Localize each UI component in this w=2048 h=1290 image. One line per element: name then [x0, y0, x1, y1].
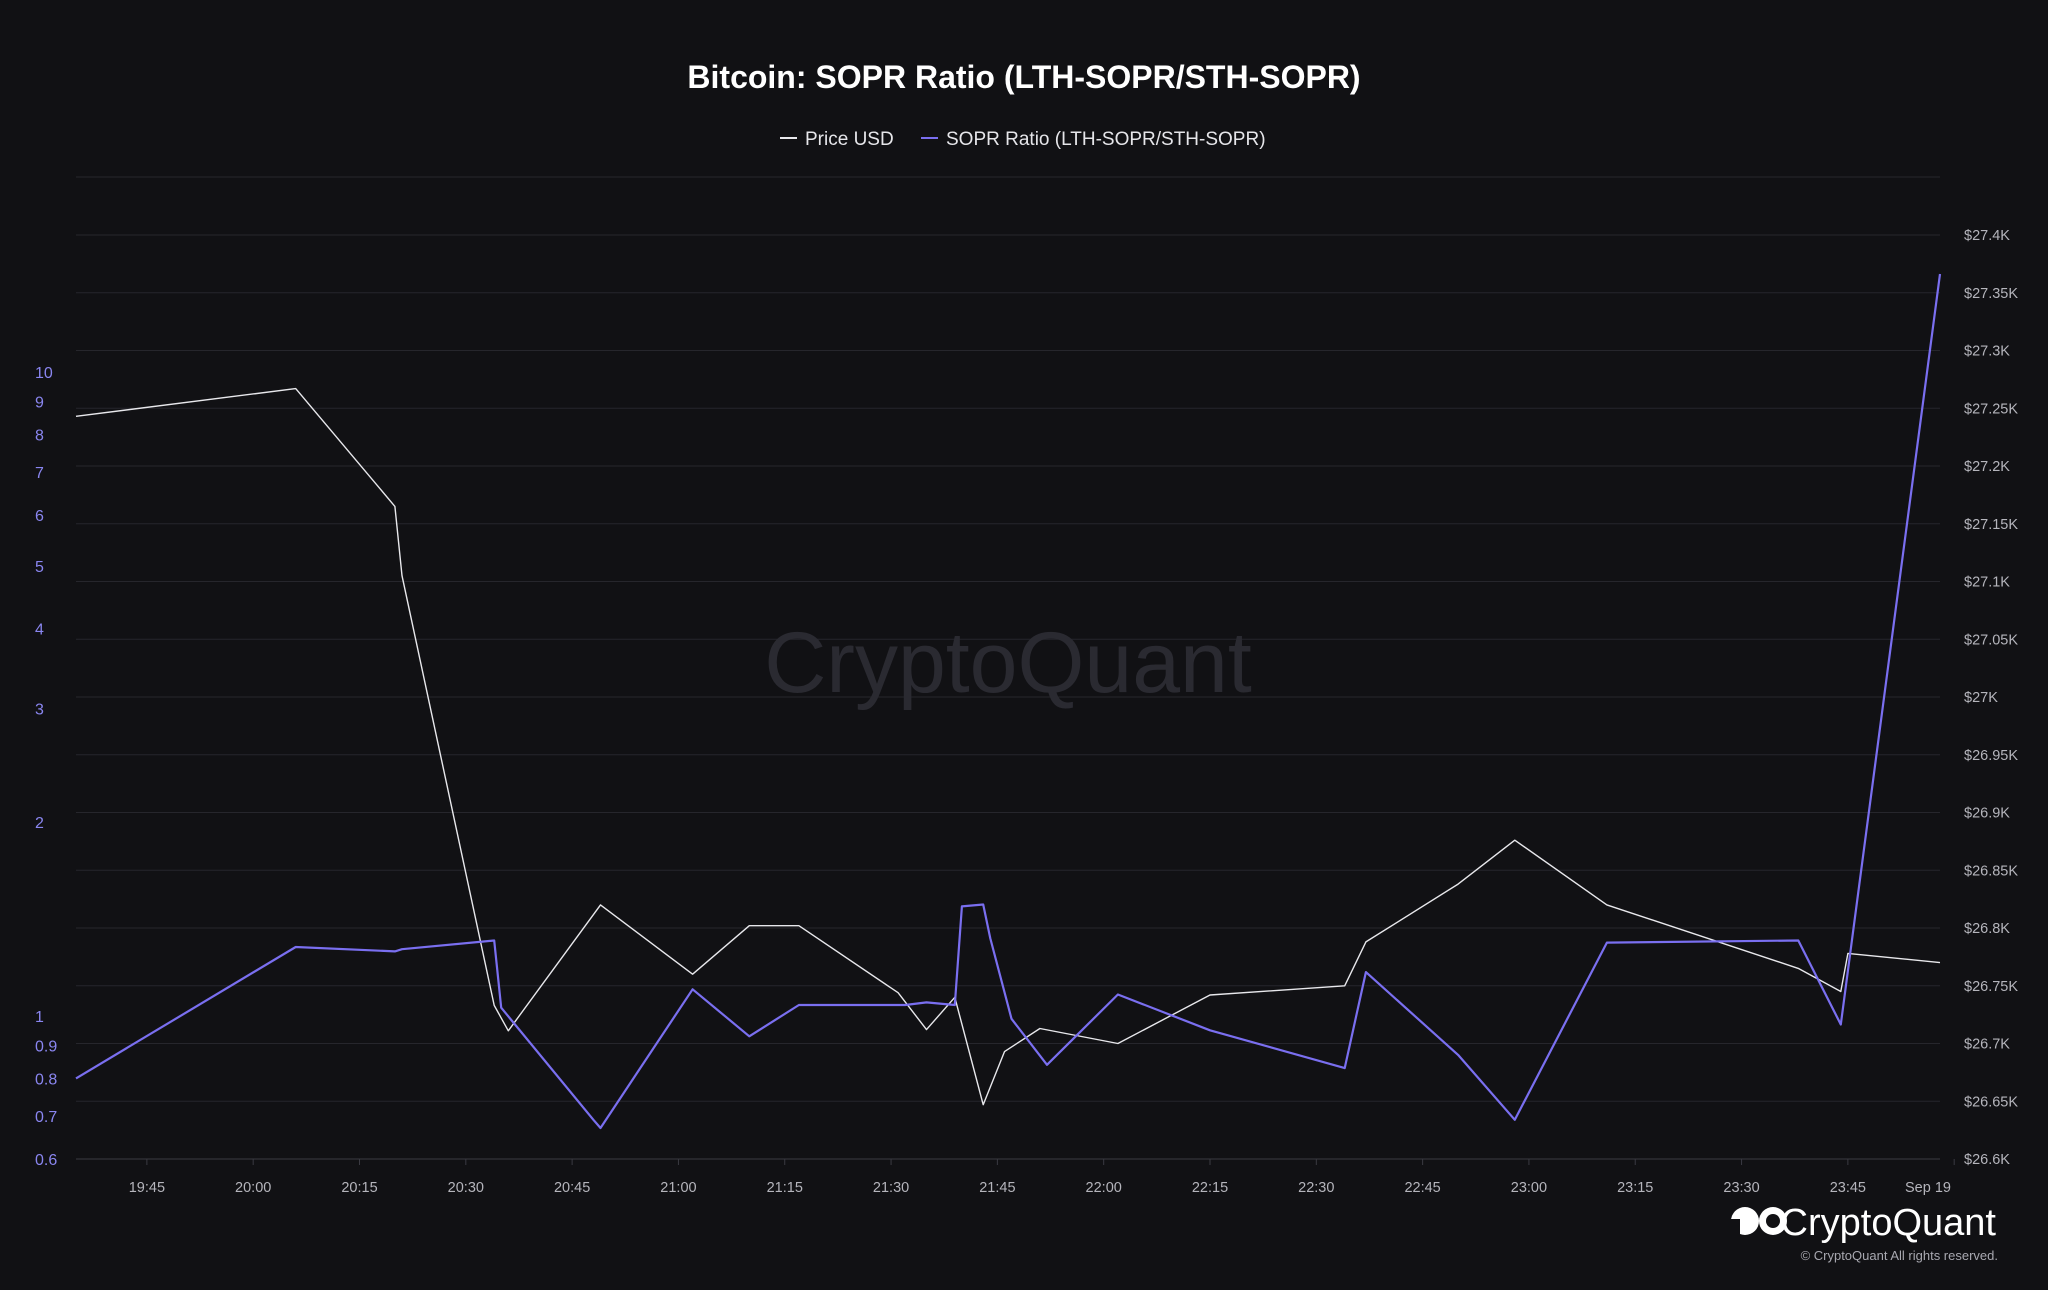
right-tick-label: $27.35K	[1964, 286, 2018, 302]
left-tick-label: 3	[35, 702, 44, 719]
x-tick-label: 21:30	[873, 1180, 909, 1196]
brand-name: CryptoQuant	[1781, 1202, 1997, 1244]
right-tick-label: $27K	[1964, 690, 1998, 706]
left-tick-label: 4	[35, 621, 44, 638]
right-tick-label: $27.4K	[1964, 228, 2010, 244]
right-tick-label: $27.3K	[1964, 344, 2010, 360]
x-tick-label: 21:15	[767, 1180, 803, 1196]
x-tick-label: 22:45	[1404, 1180, 1440, 1196]
legend-label-price: Price USD	[805, 129, 894, 150]
brand-block: CryptoQuant © CryptoQuant All rights res…	[1728, 1202, 1998, 1263]
x-tick-label: 20:00	[235, 1180, 271, 1196]
left-tick-label: 5	[35, 559, 44, 576]
left-tick-label: 10	[35, 365, 53, 382]
plot-lines	[75, 273, 1942, 1130]
right-tick-label: $27.25K	[1964, 401, 2018, 417]
legend-label-sopr: SOPR Ratio (LTH-SOPR/STH-SOPR)	[946, 129, 1266, 150]
x-axis: 19:45 20:00 20:15 20:30 20:45 21:00 21:15 21:30…	[129, 1159, 1955, 1196]
chart-title: Bitcoin: SOPR Ratio (LTH-SOPR/STH-SOPR)	[687, 59, 1360, 95]
legend-item-sopr[interactable]: SOPR Ratio (LTH-SOPR/STH-SOPR)	[921, 129, 1266, 150]
grid	[76, 176, 1940, 1160]
series-line-price	[75, 387, 1941, 1106]
cryptoquant-logo-icon	[1728, 1207, 1787, 1235]
x-tick-label: Sep 19	[1905, 1180, 1951, 1196]
right-tick-label: $26.8K	[1964, 921, 2010, 937]
legend: Price USD SOPR Ratio (LTH-SOPR/STH-SOPR)	[780, 129, 1266, 150]
left-tick-label: 0.9	[35, 1038, 57, 1055]
x-tick-label: 21:00	[660, 1180, 696, 1196]
right-tick-label: $26.9K	[1964, 806, 2010, 822]
right-tick-label: $26.95K	[1964, 748, 2018, 764]
left-tick-label: 0.6	[35, 1152, 57, 1169]
right-tick-label: $27.15K	[1964, 517, 2018, 533]
x-tick-label: 23:45	[1830, 1180, 1866, 1196]
right-tick-label: $26.6K	[1964, 1152, 2010, 1168]
x-tick-label: 19:45	[129, 1180, 165, 1196]
left-tick-label: 6	[35, 508, 44, 525]
left-tick-label: 2	[35, 815, 44, 832]
x-tick-label: 23:30	[1723, 1180, 1759, 1196]
left-axis: 0.6 0.7 0.8 0.9 1 2 3 4 5 6 7 8 9 10	[35, 365, 57, 1169]
right-tick-label: $26.85K	[1964, 863, 2018, 879]
x-tick-label: 22:00	[1086, 1180, 1122, 1196]
left-tick-label: 8	[35, 427, 44, 444]
x-tick-label: 23:15	[1617, 1180, 1653, 1196]
x-tick-label: 22:15	[1192, 1180, 1228, 1196]
watermark: CryptoQuant	[764, 615, 1252, 711]
right-tick-label: $27.2K	[1964, 459, 2010, 475]
left-tick-label: 9	[35, 394, 44, 411]
right-tick-label: $26.65K	[1964, 1094, 2018, 1110]
left-tick-label: 7	[35, 465, 44, 482]
right-tick-label: $26.75K	[1964, 979, 2018, 995]
right-tick-label: $26.7K	[1964, 1037, 2010, 1053]
copyright-text: © CryptoQuant All rights reserved.	[1801, 1248, 1998, 1263]
x-tick-label: 20:30	[448, 1180, 484, 1196]
left-tick-label: 1	[35, 1009, 44, 1026]
legend-item-price[interactable]: Price USD	[780, 129, 894, 150]
left-tick-label: 0.8	[35, 1071, 57, 1088]
right-tick-label: $27.1K	[1964, 575, 2010, 591]
x-tick-label: 20:15	[341, 1180, 377, 1196]
left-tick-label: 0.7	[35, 1109, 57, 1126]
x-tick-label: 23:00	[1511, 1180, 1547, 1196]
series-line-sopr	[75, 273, 1942, 1130]
x-tick-label: 20:45	[554, 1180, 590, 1196]
x-tick-label: 21:45	[979, 1180, 1015, 1196]
x-tick-label: 22:30	[1298, 1180, 1334, 1196]
right-axis: $26.6K $26.65K $26.7K $26.75K $26.8K $26.85K $…	[1964, 228, 2018, 1168]
right-tick-label: $27.05K	[1964, 632, 2018, 648]
